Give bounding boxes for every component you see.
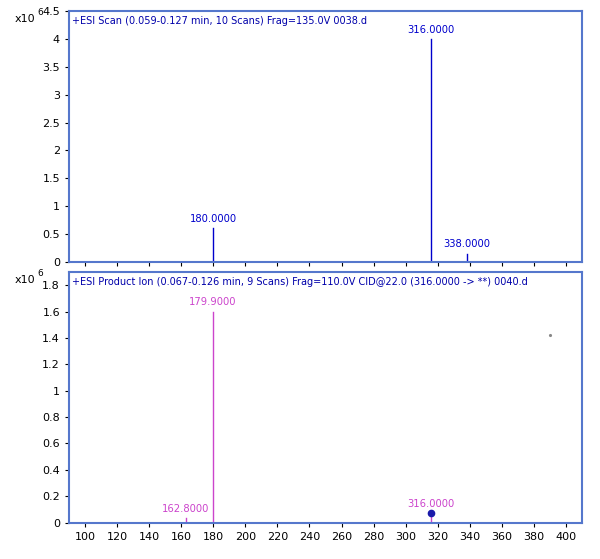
Text: 180.0000: 180.0000 — [190, 214, 237, 224]
Text: +ESI Scan (0.059-0.127 min, 10 Scans) Frag=135.0V 0038.d: +ESI Scan (0.059-0.127 min, 10 Scans) Fr… — [71, 16, 367, 26]
Text: 316.0000: 316.0000 — [407, 25, 455, 35]
Text: 6: 6 — [38, 8, 44, 17]
Text: 162.8000: 162.8000 — [162, 504, 209, 514]
Text: 179.9000: 179.9000 — [190, 297, 237, 307]
Text: x10: x10 — [15, 14, 35, 24]
Text: 6: 6 — [38, 269, 44, 278]
Text: +ESI Product Ion (0.067-0.126 min, 9 Scans) Frag=110.0V CID@22.0 (316.0000 -> **: +ESI Product Ion (0.067-0.126 min, 9 Sca… — [71, 277, 527, 287]
Text: x10: x10 — [15, 274, 35, 285]
Text: 316.0000: 316.0000 — [407, 499, 455, 509]
Text: 338.0000: 338.0000 — [443, 239, 490, 249]
